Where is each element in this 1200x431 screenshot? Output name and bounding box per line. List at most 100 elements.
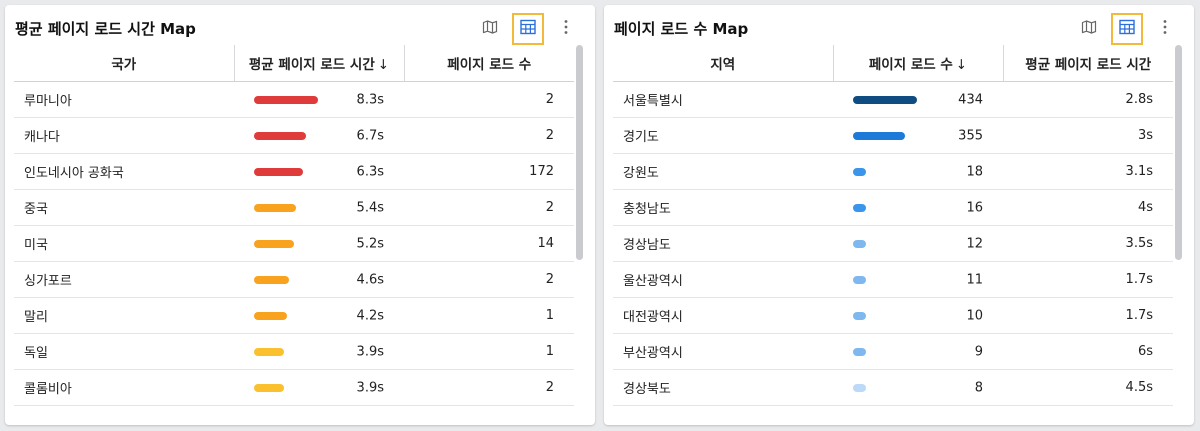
row-name: 중국 [14,189,234,226]
column-header-region[interactable]: 지역 [613,45,833,82]
row-value: 2 [404,117,574,154]
bar-value: 18 [966,164,983,179]
sort-desc-icon: ↓ [955,57,968,73]
table-row[interactable]: 강원도 18 3.1s [613,153,1173,190]
bar-cell: 3.9s [234,333,404,370]
bar-cell: 8.3s [234,81,404,118]
header-row: 국가 평균 페이지 로드 시간 ↓ 페이지 로드 수 [14,45,574,82]
row-name: 강원도 [613,153,833,190]
more-options-button[interactable] [1149,13,1181,45]
table-view-button[interactable] [1111,13,1143,45]
value-bar [254,167,303,176]
row-value: 2 [404,81,574,118]
table-row[interactable]: 경상남도 12 3.5s [613,225,1173,262]
row-name: 서울특별시 [613,81,833,118]
row-name: 캐나다 [14,117,234,154]
data-table: 국가 평균 페이지 로드 시간 ↓ 페이지 로드 수 루마니아 8.3s 2 캐나다 6.… [14,45,574,406]
row-value: 2 [404,261,574,298]
table-row[interactable]: 루마니아 8.3s 2 [14,81,574,118]
row-name: 경상북도 [613,369,833,406]
table-row[interactable]: 싱가포르 4.6s 2 [14,261,574,298]
table-view-button[interactable] [512,13,544,45]
table-row[interactable]: 경상북도 8 4.5s [613,369,1173,406]
vertical-scrollbar[interactable] [576,45,583,260]
bar-cell: 6.7s [234,117,404,154]
table-row[interactable]: 서울특별시 434 2.8s [613,81,1173,118]
bar-cell: 10 [833,297,1003,334]
value-bar [254,383,284,392]
value-bar [853,203,866,212]
map-view-button[interactable] [474,13,506,45]
value-bar [254,203,296,212]
row-name: 독일 [14,333,234,370]
row-value: 1 [404,333,574,370]
row-value: 3.5s [1003,225,1173,262]
row-value: 14 [404,225,574,262]
row-name: 부산광역시 [613,333,833,370]
bar-value: 16 [966,200,983,215]
bar-value: 4.2s [356,308,384,323]
bar-value: 10 [966,308,983,323]
value-bar [254,131,306,140]
table-row[interactable]: 경기도 355 3s [613,117,1173,154]
row-name: 경기도 [613,117,833,154]
bar-cell: 5.4s [234,189,404,226]
column-header-load-count[interactable]: 페이지 로드 수 [403,45,574,82]
bar-cell: 9 [833,333,1003,370]
column-header-country[interactable]: 국가 [14,45,234,82]
table-row[interactable]: 울산광역시 11 1.7s [613,261,1173,298]
table-row[interactable]: 독일 3.9s 1 [14,333,574,370]
table-row[interactable]: 인도네시아 공화국 6.3s 172 [14,153,574,190]
row-name: 루마니아 [14,81,234,118]
table-row[interactable]: 대전광역시 10 1.7s [613,297,1173,334]
more-vertical-icon [564,19,568,39]
map-view-button[interactable] [1073,13,1105,45]
table-row[interactable]: 캐나다 6.7s 2 [14,117,574,154]
value-bar [853,311,866,320]
value-bar [254,95,318,104]
table-row[interactable]: 중국 5.4s 2 [14,189,574,226]
row-value: 2 [404,189,574,226]
more-vertical-icon [1163,19,1167,39]
more-options-button[interactable] [550,13,582,45]
table-row[interactable]: 미국 5.2s 14 [14,225,574,262]
bar-cell: 4.6s [234,261,404,298]
column-header-avg-load-time[interactable]: 평균 페이지 로드 시간 [1002,45,1173,82]
bar-value: 8.3s [356,92,384,107]
value-bar [254,311,287,320]
bar-cell: 6.3s [234,153,404,190]
value-bar [853,95,917,104]
table-row[interactable]: 콜롬비아 3.9s 2 [14,369,574,406]
row-name: 경상남도 [613,225,833,262]
sort-desc-icon: ↓ [377,57,390,73]
bar-value: 434 [958,92,983,107]
bar-value: 12 [966,236,983,251]
bar-cell: 18 [833,153,1003,190]
value-bar [853,167,866,176]
bar-value: 11 [966,272,983,287]
value-bar [254,275,289,284]
table-row[interactable]: 부산광역시 9 6s [613,333,1173,370]
data-table-container[interactable]: 국가 평균 페이지 로드 시간 ↓ 페이지 로드 수 루마니아 8.3s 2 캐나다 6.… [14,45,574,425]
bar-value: 4.6s [356,272,384,287]
row-name: 미국 [14,225,234,262]
column-header-avg-load-time[interactable]: 평균 페이지 로드 시간 ↓ [233,45,404,82]
table-row[interactable]: 말리 4.2s 1 [14,297,574,334]
data-table-container[interactable]: 지역 페이지 로드 수 ↓ 평균 페이지 로드 시간 서울특별시 434 2.8s 경기… [613,45,1173,425]
bar-value: 5.2s [356,236,384,251]
row-value: 3s [1003,117,1173,154]
bar-cell: 4.2s [234,297,404,334]
map-icon [1081,19,1097,39]
value-bar [853,347,866,356]
column-header-load-count[interactable]: 페이지 로드 수 ↓ [832,45,1003,82]
bar-cell: 355 [833,117,1003,154]
row-value: 3.1s [1003,153,1173,190]
bar-value: 5.4s [356,200,384,215]
row-name: 충청남도 [613,189,833,226]
vertical-scrollbar[interactable] [1175,45,1182,260]
row-name: 울산광역시 [613,261,833,298]
panel-title: 페이지 로드 수 Map [614,20,749,38]
data-table: 지역 페이지 로드 수 ↓ 평균 페이지 로드 시간 서울특별시 434 2.8s 경기… [613,45,1173,406]
table-row[interactable]: 충청남도 16 4s [613,189,1173,226]
row-value: 1.7s [1003,261,1173,298]
